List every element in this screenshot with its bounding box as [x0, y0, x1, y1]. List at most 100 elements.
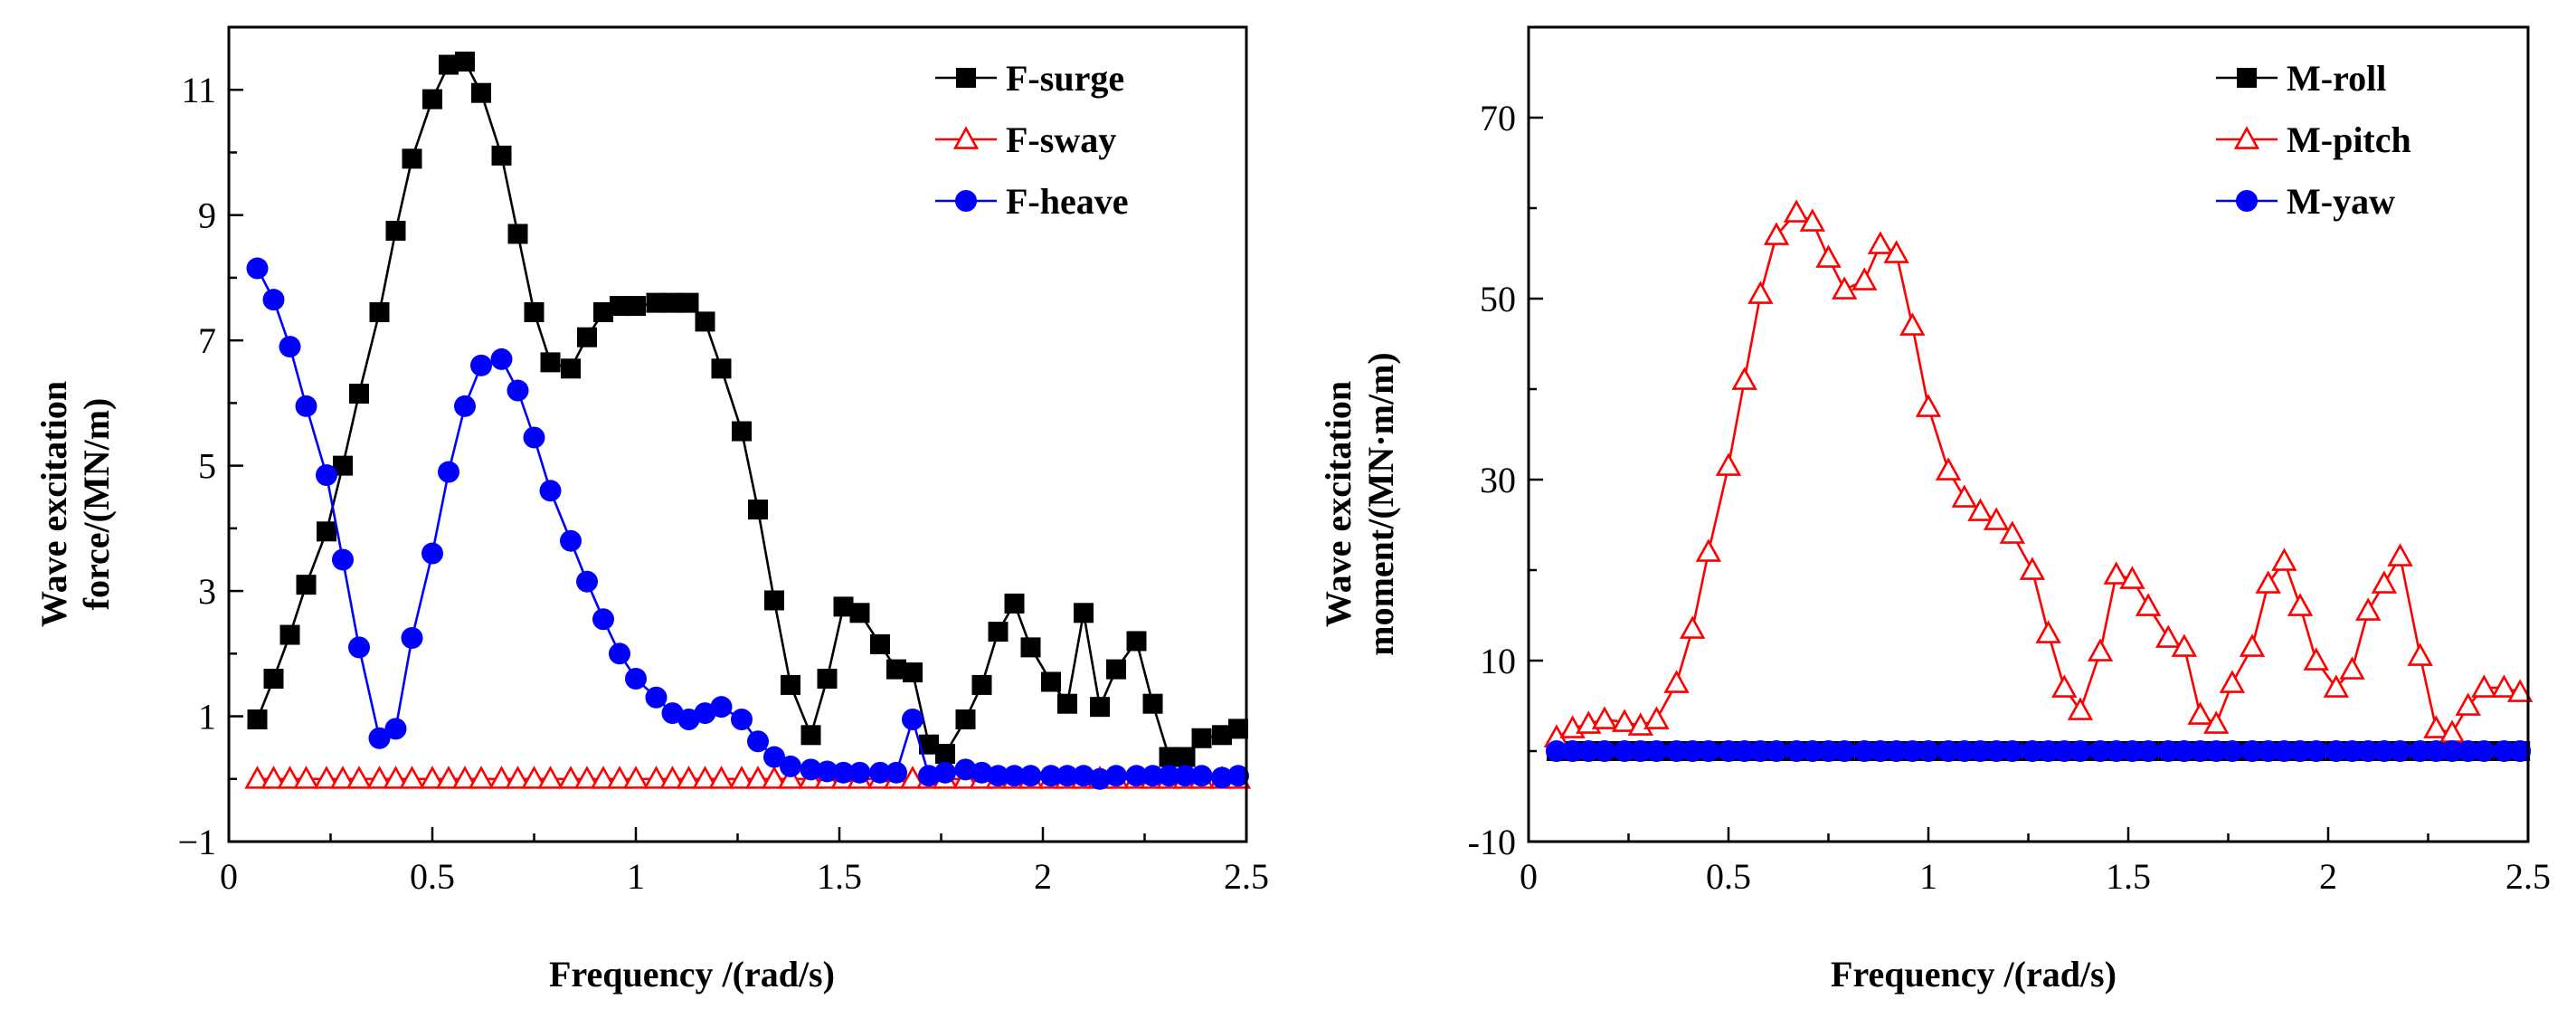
f-surge-point — [935, 744, 955, 765]
m-yaw-point — [2257, 740, 2279, 762]
legend-label: M-yaw — [2287, 181, 2395, 222]
f-heave-point — [1211, 766, 1233, 789]
f-surge-point — [781, 674, 800, 695]
f-heave-point — [438, 461, 459, 483]
m-pitch-point — [1799, 208, 1826, 232]
m-yaw-point — [1937, 740, 1960, 762]
m-yaw-point — [1853, 740, 1876, 762]
m-pitch-point — [1852, 267, 1878, 290]
f-heave-point — [816, 760, 838, 783]
m-pitch-point — [1663, 670, 1690, 693]
f-heave-point — [1190, 765, 1213, 787]
f-surge-point — [561, 358, 581, 379]
f-heave-point — [609, 642, 630, 665]
m-yaw-point — [2305, 740, 2327, 762]
f-heave-point — [1174, 765, 1197, 787]
f-surge-point — [1212, 725, 1232, 746]
moment-xtick-label: 2 — [2319, 856, 2337, 897]
f-surge-point — [385, 221, 406, 241]
m-pitch-point — [1611, 709, 1638, 732]
m-yaw-point — [2441, 740, 2464, 762]
f-surge-point — [1142, 693, 1163, 714]
f-surge-point — [296, 575, 317, 595]
f-sway-point — [708, 766, 734, 789]
moment-xtick-label: 1.5 — [2106, 856, 2151, 897]
f-sway-point — [777, 766, 804, 789]
m-yaw-point — [2473, 740, 2496, 762]
f-surge-point — [886, 659, 906, 680]
m-pitch-point — [2407, 642, 2433, 666]
f-surge-point — [903, 662, 923, 683]
m-yaw-point — [2205, 740, 2228, 762]
m-yaw-point — [2037, 740, 2060, 762]
f-heave-point — [954, 758, 977, 781]
m-yaw-point — [1577, 740, 1600, 762]
m-pitch-point — [2354, 597, 2382, 621]
f-surge-point — [748, 500, 768, 520]
m-pitch-point — [1899, 312, 1926, 336]
legend-label: F-surge — [1006, 58, 1124, 99]
f-heave-point — [401, 627, 423, 649]
f-sway-point — [761, 766, 788, 789]
f-surge-point — [955, 709, 976, 729]
f-heave-point — [507, 379, 529, 402]
m-pitch-point — [1763, 222, 1790, 245]
f-surge-point — [849, 603, 870, 623]
f-surge-point — [491, 145, 512, 166]
f-heave-point — [645, 686, 668, 709]
f-heave-point — [421, 542, 443, 565]
legend-entry-f-heave: F-heave — [935, 181, 1129, 222]
legend-marker — [2233, 126, 2260, 149]
moment-series-layer — [1543, 199, 2533, 762]
f-sway-point — [537, 766, 564, 789]
f-surge-point — [540, 352, 561, 373]
f-heave-point — [295, 395, 317, 417]
f-sway-point — [557, 766, 584, 789]
m-yaw-point — [2241, 740, 2264, 762]
m-yaw-point — [1901, 740, 1924, 762]
m-pitch-point — [2203, 710, 2230, 734]
m-yaw-point — [2157, 740, 2180, 762]
m-yaw-point — [2493, 740, 2515, 762]
f-sway-point — [313, 766, 340, 789]
f-heave-point — [368, 727, 391, 749]
f-sway-point — [505, 766, 531, 789]
m-yaw-point — [2372, 740, 2395, 762]
m-yaw-point — [1545, 740, 1567, 762]
m-yaw-point — [2457, 740, 2479, 762]
m-pitch-point — [1999, 520, 2026, 544]
m-yaw-point — [1614, 740, 1636, 762]
m-pitch-point — [2371, 570, 2398, 594]
m-yaw-point — [2173, 740, 2195, 762]
f-heave-point — [694, 702, 716, 725]
m-pitch-point — [1983, 507, 2010, 530]
m-yaw-point — [2121, 740, 2144, 762]
f-heave-point — [1125, 765, 1148, 787]
m-yaw-point — [1833, 740, 1856, 762]
m-pitch-point — [1915, 394, 1942, 417]
legend-entry-f-surge: F-surge — [935, 58, 1124, 99]
legend-entry-m-yaw: M-yaw — [2216, 181, 2395, 222]
m-yaw-point — [1817, 740, 1840, 762]
m-yaw-point — [1733, 740, 1756, 762]
force-ytick-label: 9 — [198, 195, 216, 236]
f-surge-point — [263, 669, 284, 689]
m-yaw-point — [2021, 740, 2043, 762]
f-heave-point — [1056, 765, 1078, 787]
force-xtick-label: 2 — [1034, 856, 1052, 897]
f-sway-point — [329, 766, 356, 789]
f-sway-point — [346, 766, 373, 789]
m-pitch-point — [2287, 593, 2314, 616]
f-heave-point — [1227, 765, 1249, 787]
force-ytick-label: 7 — [198, 320, 216, 361]
m-yaw-point — [1801, 740, 1823, 762]
m-pitch-point — [1831, 276, 1858, 300]
m-yaw-point — [1593, 740, 1615, 762]
m-yaw-point — [2357, 740, 2380, 762]
m-pitch-point — [2255, 570, 2281, 594]
f-surge-line — [256, 60, 1239, 758]
moment-ytick-label: 70 — [1480, 98, 1516, 138]
legend-label: F-heave — [1006, 181, 1129, 222]
